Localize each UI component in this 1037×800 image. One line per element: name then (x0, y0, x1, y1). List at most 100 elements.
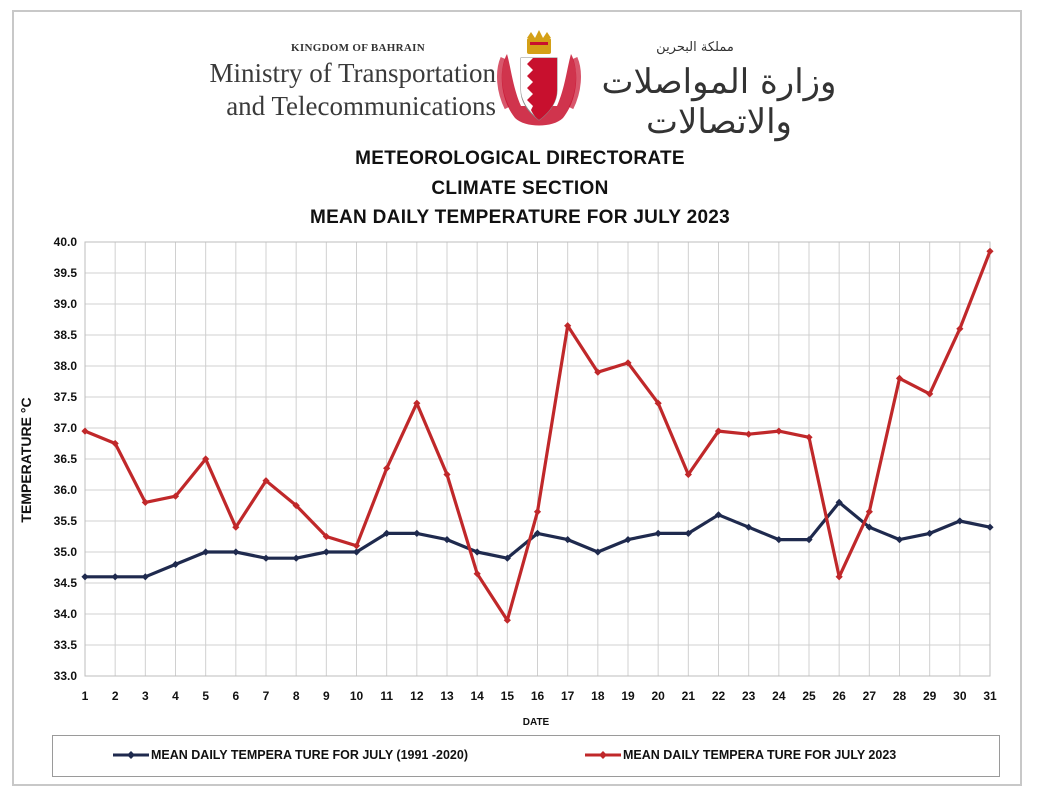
data-point-normal (564, 536, 572, 544)
data-point-2023 (232, 523, 240, 531)
data-point-2023 (624, 359, 632, 367)
data-point-normal (262, 554, 270, 562)
chart-title-line1: METEOROLOGICAL DIRECTORATE (355, 148, 685, 169)
data-point-2023 (926, 390, 934, 398)
tick-labels-layer: 33.0 33.5 34.0 34.5 35.0 35.5 36.0 36.5 37.0 37.5… (54, 235, 997, 703)
data-point-2023 (473, 570, 481, 578)
ministry-header: KINGDOM OF BAHRAIN Ministry of Transport… (0, 0, 1037, 142)
y-tick-label: 37.5 (54, 390, 78, 404)
chart-frame (12, 10, 1022, 786)
data-point-normal (171, 560, 180, 568)
data-point-normal (865, 523, 873, 531)
series-layer (81, 247, 994, 624)
x-tick-label: 7 (263, 689, 270, 703)
y-tick-label: 38.0 (54, 359, 78, 373)
legend-label-normal: MEAN DAILY TEMPERA TURE FOR JULY (1991 -… (151, 748, 468, 762)
legend: MEAN DAILY TEMPERA TURE FOR JULY (1991 -… (52, 735, 1000, 777)
y-tick-label: 36.5 (54, 452, 78, 466)
data-point-2023 (745, 430, 753, 438)
data-point-2023 (202, 455, 210, 463)
data-point-2023 (141, 498, 149, 506)
y-axis-label: TEMPERATURE °C (18, 397, 34, 522)
x-tick-label: 5 (202, 689, 209, 703)
data-point-normal (383, 529, 391, 537)
data-point-2023 (413, 399, 421, 407)
y-tick-label: 33.5 (54, 638, 78, 652)
x-tick-label: 4 (172, 689, 179, 703)
data-point-2023 (654, 399, 662, 407)
data-point-2023 (714, 427, 723, 435)
data-point-2023 (594, 368, 602, 376)
data-point-normal (835, 498, 843, 506)
x-tick-label: 15 (501, 689, 515, 703)
chart-title-line3: MEAN DAILY TEMPERATURE FOR JULY 2023 (309, 207, 731, 228)
x-tick-label: 3 (142, 689, 149, 703)
data-point-normal (624, 536, 632, 544)
data-point-2023 (111, 439, 119, 448)
x-tick-label: 21 (682, 689, 696, 703)
data-point-normal (413, 529, 421, 537)
kingdom-label: KINGDOM OF BAHRAIN (291, 42, 425, 54)
x-axis-label: DATE (523, 717, 550, 728)
plot-area-border (84, 241, 991, 677)
x-tick-label: 27 (863, 689, 877, 703)
data-point-normal (654, 529, 662, 537)
data-point-2023 (81, 427, 89, 435)
data-point-normal (684, 529, 692, 537)
legend-item-2023: MEAN DAILY TEMPERA TURE FOR JULY 2023 (585, 748, 896, 762)
y-tick-label: 34.5 (54, 576, 78, 590)
data-point-normal (473, 548, 481, 556)
data-point-normal (895, 536, 904, 544)
y-tick-label: 36.0 (54, 483, 78, 497)
data-point-normal (986, 523, 994, 531)
data-point-2023 (292, 501, 300, 510)
data-point-normal (745, 523, 753, 531)
data-point-2023 (835, 573, 843, 581)
arabic-ministry-name: وزارة المواصلات والاتصالات (601, 62, 837, 142)
ministry-name-line1: Ministry of Transportation (209, 58, 496, 88)
data-point-2023 (443, 470, 451, 479)
data-point-2023 (171, 492, 180, 500)
x-tick-label: 18 (591, 689, 605, 703)
x-tick-label: 30 (953, 689, 967, 703)
y-tick-label: 38.5 (54, 328, 78, 342)
x-tick-label: 24 (772, 689, 786, 703)
chart-title-line2: CLIMATE SECTION (431, 178, 609, 199)
x-tick-label: 31 (983, 689, 997, 703)
data-point-normal (111, 573, 119, 581)
x-tick-label: 8 (293, 689, 300, 703)
bahrain-emblem-icon (497, 30, 581, 126)
data-point-normal (292, 554, 300, 562)
x-tick-label: 9 (323, 689, 330, 703)
x-tick-label: 16 (531, 689, 545, 703)
x-tick-label: 23 (742, 689, 756, 703)
data-point-normal (81, 573, 89, 581)
data-point-normal (503, 554, 511, 562)
y-tick-label: 37.0 (54, 421, 78, 435)
y-tick-label: 35.5 (54, 514, 78, 528)
data-point-2023 (564, 322, 572, 330)
legend-swatch-2023 (585, 751, 621, 759)
y-tick-label: 39.0 (54, 297, 78, 311)
data-point-normal (232, 548, 240, 556)
data-point-2023 (352, 542, 361, 550)
x-tick-label: 22 (712, 689, 726, 703)
y-tick-label: 34.0 (54, 607, 78, 621)
x-tick-label: 2 (112, 689, 119, 703)
data-point-normal (141, 573, 149, 581)
data-point-2023 (262, 477, 270, 485)
data-point-normal (533, 529, 542, 537)
x-tick-label: 6 (232, 689, 239, 703)
data-point-normal (594, 548, 602, 556)
x-tick-label: 14 (470, 689, 484, 703)
data-point-normal (322, 548, 330, 556)
x-tick-label: 17 (561, 689, 575, 703)
legend-item-normal: MEAN DAILY TEMPERA TURE FOR JULY (1991 -… (113, 748, 468, 762)
data-point-normal (714, 511, 723, 519)
x-tick-label: 19 (621, 689, 635, 703)
data-point-2023 (986, 247, 994, 255)
data-point-2023 (895, 374, 904, 382)
axes-layer (84, 241, 991, 677)
data-point-2023 (775, 427, 783, 435)
